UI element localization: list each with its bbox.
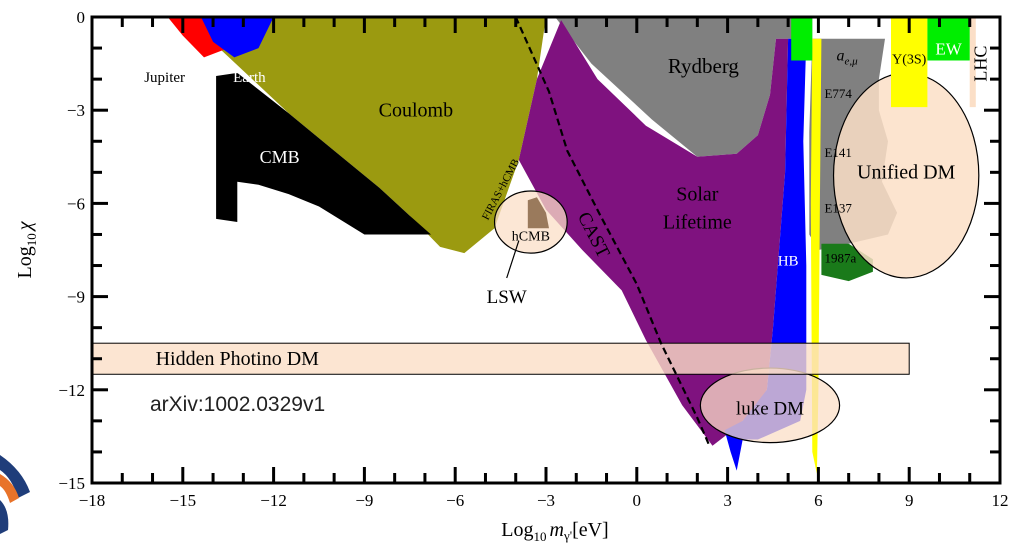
label-cmb: CMB [260,147,300,167]
x-tick-label: −6 [446,491,464,510]
label-lifetime: Lifetime [663,211,732,233]
label-lsw: LSW [487,287,527,308]
x-tick-label: −18 [79,491,106,510]
y-axis-label-sub: 10 [24,233,39,246]
label-luke-dm: luke DM [736,399,804,420]
label-ae-sub: e,μ [845,55,859,67]
x-tick-label: −15 [170,491,197,510]
region-rydberg [555,17,813,157]
label-e141: E141 [824,145,851,160]
band-hidden_photino [91,342,910,375]
x-tick-label: 9 [905,491,914,510]
ticks-layer [90,15,1002,485]
region-cmb [216,72,431,235]
hcmb-wedge [527,197,549,229]
label-lhc: LHC [970,46,990,82]
y-axis-label-base: Log [14,246,36,278]
region-earth [201,17,274,58]
x-axis-label-var: m [550,519,564,541]
lines-layer [506,16,711,447]
region-ew [927,17,970,61]
region-coulomb [219,17,546,254]
label-earth: Earth [233,70,266,86]
y-tick-label: −15 [58,474,85,493]
corner-logo-fragment [0,455,30,534]
x-tick-label: −9 [355,491,373,510]
x-axis-label-varsub: γ' [563,528,572,543]
label-hb: HB [778,254,799,270]
x-tick-label: 0 [633,491,642,510]
x-tick-label: 12 [992,491,1009,510]
label-unified-dm: Unified DM [857,162,956,184]
region-green_top [791,17,813,61]
label-e774: E774 [824,86,852,101]
region-lhc [969,17,976,108]
label-ew: EW [935,39,962,58]
x-tick-label: −3 [537,491,555,510]
x-axis-label-sub: 10 [534,529,547,544]
region-solar [518,20,789,446]
x-tick-label: 3 [723,491,732,510]
x-tick-label: 6 [814,491,823,510]
label-solar: Solar [676,183,719,205]
label-1987a: 1987a [824,250,856,265]
x-axis-label-base: Log [501,519,533,541]
y-axis-label-var: χ [14,220,36,232]
label-e137: E137 [824,201,852,216]
label-y3s: Y(3S) [892,53,927,68]
bands-layer [91,342,910,375]
label-hidden-photino: Hidden Photino DM [156,348,320,370]
x-axis-label: Log10 mγ'[eV] [501,519,608,544]
arxiv-annotation: arXiv:1002.0329v1 [150,393,325,416]
label-hcmb: hCMB [512,230,550,245]
region-y3s [891,17,928,108]
y-tick-label: −6 [67,194,85,213]
x-tick-label: −12 [260,491,287,510]
y-axis-label: Log10χ [14,220,39,278]
label-rydberg: Rydberg [668,54,740,78]
y-tick-label: 0 [77,8,86,27]
ellipses-layer [493,190,841,444]
y-tick-label: −12 [58,381,85,400]
label-jupiter: Jupiter [144,70,185,86]
x-axis-label-unit: [eV] [572,519,609,541]
y-tick-label: −9 [67,288,85,307]
label-coulomb: Coulomb [379,99,453,121]
y-tick-label: −3 [67,101,85,120]
cast-curve [514,16,711,447]
lsw-pointer [506,240,520,279]
